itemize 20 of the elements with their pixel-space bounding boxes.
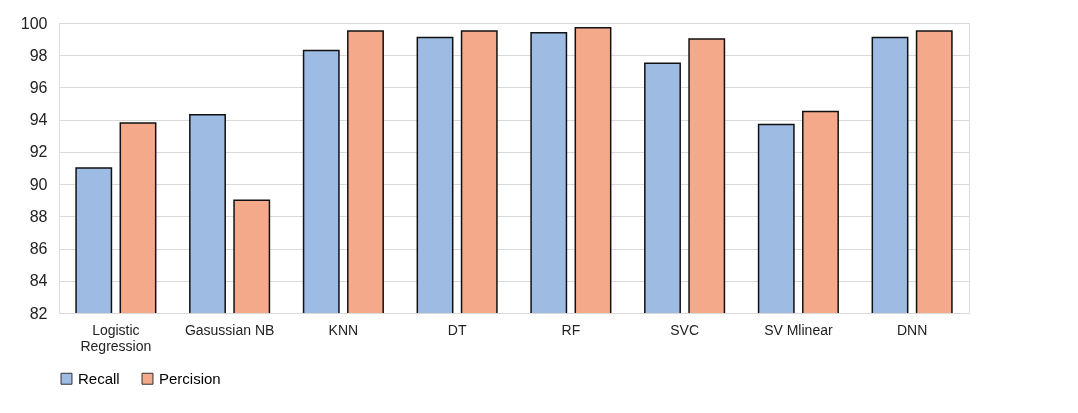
- x-tick-label: KNN: [328, 321, 359, 338]
- y-tick-label: 96: [29, 78, 48, 96]
- x-tick-label: DT: [447, 321, 467, 338]
- x-tick-label: Logistic Regression: [80, 321, 152, 354]
- x-tick-label: Gasussian NB: [184, 321, 275, 338]
- y-tick-label: 88: [29, 207, 48, 225]
- y-tick-label: 86: [29, 240, 48, 258]
- x-tick-label: DNN: [896, 321, 928, 338]
- x-tick-label: SV Mlinear: [764, 321, 833, 338]
- y-tick-label: 82: [29, 304, 48, 322]
- legend-label: Recall: [78, 369, 120, 387]
- y-tick-label: 94: [29, 111, 48, 129]
- y-tick-label: 100: [20, 14, 48, 32]
- y-tick-label: 92: [29, 143, 48, 161]
- legend-label: Percision: [159, 369, 221, 387]
- x-tick-label: SVC: [670, 321, 700, 338]
- y-tick-label: 98: [29, 46, 48, 64]
- y-tick-label: 90: [29, 175, 48, 193]
- y-tick-label: 84: [29, 272, 48, 290]
- x-tick-label: RF: [561, 321, 581, 338]
